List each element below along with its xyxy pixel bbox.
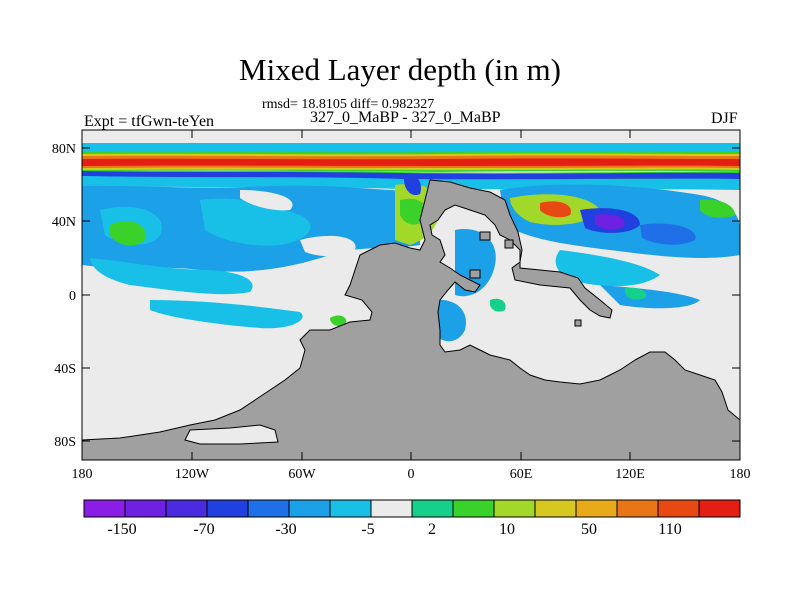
colorbar-swatch [247, 499, 290, 518]
lat-tick-label: 80S [54, 435, 76, 450]
colorbar [83, 499, 741, 518]
colorbar-label: 50 [581, 521, 597, 538]
colorbar-label: -150 [107, 521, 136, 538]
experiment-subtitle: 327_0_MaBP - 327_0_MaBP [310, 109, 501, 126]
colorbar-swatch [534, 499, 577, 518]
map-panel [82, 130, 740, 460]
lat-tick-label: 80N [52, 142, 76, 157]
colorbar-swatch [288, 499, 331, 518]
colorbar-swatch [575, 499, 618, 518]
longitude-axis: 180 120W 60W 0 60E 120E 180 [72, 130, 751, 482]
rmsd-diff-stats: rmsd= 18.8105 diff= 0.982327 [262, 97, 435, 112]
colorbar-swatch [411, 499, 454, 518]
season-label: DJF [711, 110, 738, 127]
plot-title: Mixed Layer depth (in m) [239, 52, 561, 87]
lon-tick-label: 180 [730, 467, 751, 482]
colorbar-label: -30 [275, 521, 296, 538]
colorbar-labels: -150 -70 -30 -5 2 10 50 110 [107, 521, 681, 538]
colorbar-swatch [329, 499, 372, 518]
land-mass [82, 179, 740, 460]
lon-tick-label: 60W [288, 467, 316, 482]
lat-tick-label: 40N [52, 215, 76, 230]
colorbar-swatch [657, 499, 700, 518]
colorbar-swatch [370, 499, 413, 518]
colorbar-label: -70 [193, 521, 214, 538]
lon-tick-label: 120W [175, 467, 210, 482]
colorbar-swatch [616, 499, 659, 518]
colorbar-label: 2 [428, 521, 436, 538]
colorbar-swatch [83, 499, 126, 518]
colorbar-label: 110 [658, 521, 681, 538]
colorbar-swatch [452, 499, 495, 518]
latitude-axis: 80N 40N 0 40S 80S [52, 142, 740, 450]
lon-tick-label: 0 [408, 467, 415, 482]
experiment-label: Expt = tfGwn-teYen [84, 113, 215, 130]
lat-tick-label: 0 [69, 289, 76, 304]
colorbar-label: -5 [361, 521, 374, 538]
colorbar-swatch [698, 499, 741, 518]
colorbar-swatch [124, 499, 167, 518]
lon-tick-label: 180 [72, 467, 93, 482]
colorbar-swatch [493, 499, 536, 518]
colorbar-label: 10 [499, 521, 515, 538]
lat-tick-label: 40S [54, 362, 76, 377]
lon-tick-label: 60E [510, 467, 533, 482]
colorbar-swatch [165, 499, 208, 518]
colorbar-swatch [206, 499, 249, 518]
lon-tick-label: 120E [615, 467, 645, 482]
